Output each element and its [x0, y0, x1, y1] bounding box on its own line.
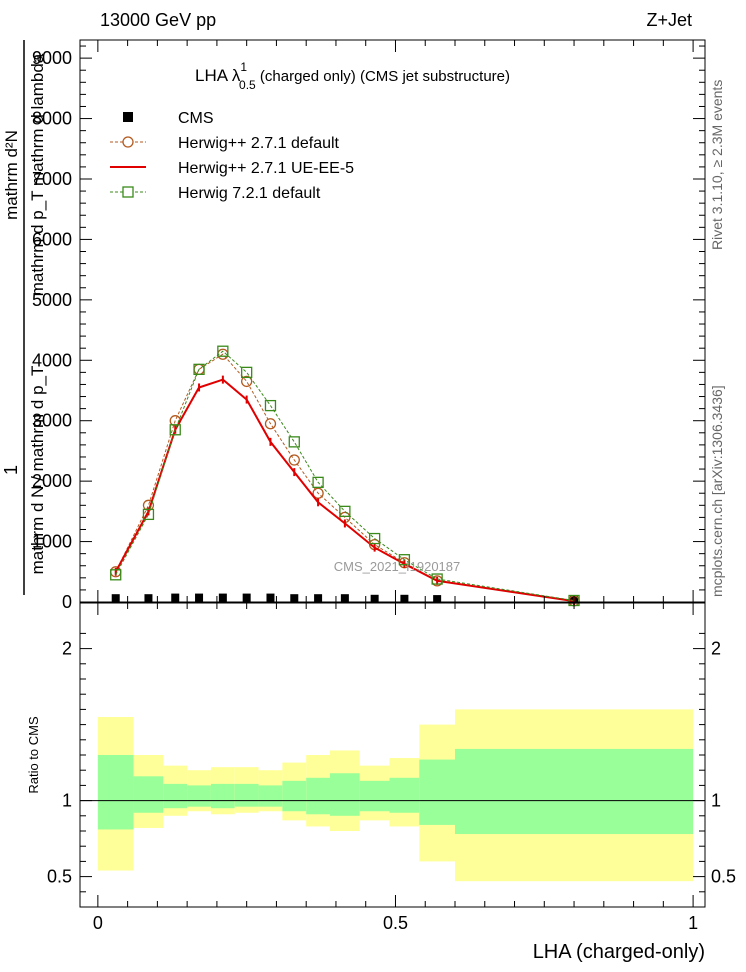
title-rest: (charged only) (CMS jet substructure) [256, 68, 510, 85]
y-tick-label: 2000 [32, 471, 72, 491]
herwigpp-marker [241, 375, 253, 388]
legend-label: Herwig 7.2.1 default [178, 185, 321, 202]
herwig7-marker [264, 399, 277, 412]
y-tick-label: 1000 [32, 532, 72, 552]
legend-label: CMS [178, 110, 214, 127]
ratio-y-axis-label: Ratio to CMS [26, 716, 41, 794]
ratio-green-band [210, 783, 235, 809]
side-rivet: Rivet 3.1.10, ≥ 2.3M events [709, 80, 725, 250]
ratio-green-band [330, 773, 360, 816]
herwig7-marker [241, 366, 253, 379]
legend: CMS Herwig++ 2.7.1 default Herwig++ 2.7.1 … [110, 110, 354, 202]
cms-data-point [266, 593, 275, 602]
cms-data-point [144, 594, 153, 603]
x-tick-label: 0 [93, 913, 103, 933]
y-axis-label-bottom: mathrm d N / mathrm d p_T [28, 366, 47, 575]
legend-label: Herwig++ 2.7.1 default [178, 135, 340, 152]
ratio-green-band [389, 777, 420, 813]
ratio-y-tick-label-right: 2 [711, 639, 721, 659]
herwig7-marker [312, 476, 324, 488]
y-axis-label-top2: mathrm d p_T mathrm d lambda [28, 53, 47, 296]
y-tick-label: 0 [62, 592, 72, 612]
cms-data-point [218, 593, 227, 602]
herwig7-marker [398, 554, 411, 566]
herwigpp-marker [312, 487, 324, 499]
ratio-green-band [282, 780, 307, 812]
ratio-bands [97, 709, 694, 882]
axis-ticks: 0 1000 2000 3000 4000 5000 6000 7000 8000 9000 0.5… [32, 40, 736, 933]
ratio-green-band [187, 785, 211, 807]
main-series [110, 345, 580, 607]
cms-data-point [171, 593, 180, 602]
herwig7-marker [288, 436, 300, 448]
cms-data-point [290, 594, 299, 603]
side-mcplots: mcplots.cern.ch [arXiv:1306.3436] [709, 385, 725, 597]
y-tick-label: 5000 [32, 290, 72, 310]
y-axis-label-top: mathrm d²N [2, 130, 21, 220]
header-right: Z+Jet [646, 10, 692, 30]
legend-marker-square [122, 186, 134, 198]
herwig7-marker [217, 345, 229, 357]
herwigpp-marker [288, 454, 300, 466]
ratio-y-tick-label: 0.5 [47, 867, 72, 887]
cms-data-point [340, 594, 349, 603]
herwig7-marker [431, 573, 443, 585]
x-axis-label: LHA (charged-only) [533, 941, 705, 963]
legend-marker-cms [123, 112, 133, 122]
herwig7-marker [368, 532, 381, 545]
watermark: CMS_2021_I1920187 [334, 559, 461, 574]
cms-data-point [111, 594, 120, 603]
y-tick-label: 4000 [32, 350, 72, 370]
ratio-green-band [163, 783, 188, 809]
main-frame [79, 39, 706, 603]
y-tick-label: 8000 [32, 109, 72, 129]
cms-data-point [195, 593, 204, 602]
y-tick-label: 3000 [32, 411, 72, 431]
y-axis-label-mid: 1 [1, 465, 21, 475]
legend-marker-circle [122, 136, 134, 148]
title-sub: 0.5 [239, 78, 256, 92]
herwig7-marker [339, 505, 351, 518]
ratio-green-band [97, 755, 134, 830]
x-tick-label: 0.5 [383, 913, 408, 933]
title-main: LHA λ [195, 66, 241, 85]
ratio-green-band [133, 776, 164, 813]
herwig7-marker [193, 363, 205, 375]
cms-data-point [433, 595, 442, 604]
ratio-y-tick-label: 2 [62, 639, 72, 659]
ratio-green-band [258, 785, 283, 807]
herwig7-marker [169, 424, 181, 436]
y-tick-label: 7000 [32, 169, 72, 189]
ratio-green-band [234, 783, 259, 807]
plot-title: LHA λ1 0.5 (charged only) (CMS jet substr… [195, 60, 510, 92]
legend-label: Herwig++ 2.7.1 UE-EE-5 [178, 160, 354, 177]
y-tick-label: 9000 [32, 48, 72, 68]
y-tick-label: 6000 [32, 229, 72, 249]
cms-data-point [400, 594, 409, 603]
cms-data-point [314, 594, 323, 603]
x-tick-label: 1 [688, 913, 698, 933]
ratio-y-tick-label-right: 0.5 [711, 867, 736, 887]
herwigpp-marker [264, 418, 277, 430]
ratio-y-tick-label: 1 [62, 791, 72, 811]
cms-data-point [370, 594, 379, 603]
herwig7-marker [110, 569, 122, 581]
ratio-green-band [359, 780, 390, 812]
header-left: 13000 GeV pp [100, 10, 216, 30]
ratio-green-band [419, 759, 455, 825]
herwig7-marker [142, 508, 155, 521]
main-plot-frame [79, 39, 706, 603]
ratio-y-tick-label-right: 1 [711, 791, 721, 811]
ratio-green-band [455, 748, 694, 835]
title-sup: 1 [240, 60, 247, 74]
ratio-green-band [306, 777, 330, 815]
